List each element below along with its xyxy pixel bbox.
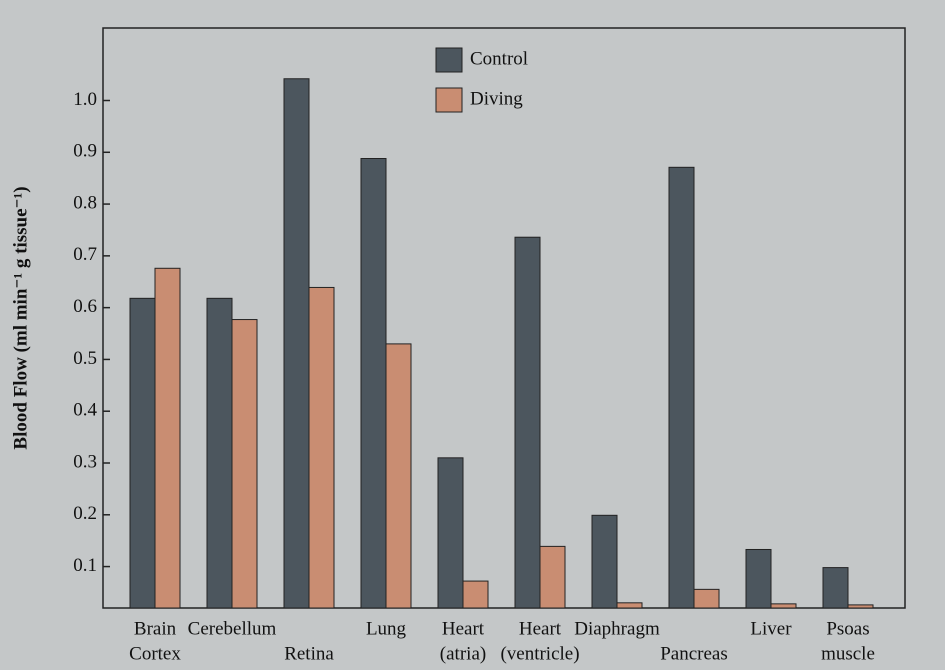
legend-label: Diving: [470, 88, 523, 109]
bar: [539, 545, 566, 609]
x-tick-label: Retina: [284, 643, 334, 664]
x-tick-label: Cerebellum: [188, 618, 277, 639]
plot-frame: [102, 27, 906, 609]
legend-label: Control: [470, 48, 528, 69]
bar: [231, 319, 258, 609]
legend-swatch: [435, 47, 463, 73]
y-tick-label: 0.4: [73, 400, 97, 421]
bar: [668, 166, 695, 609]
y-tick-label: 0.3: [73, 451, 97, 472]
x-tick-label: Cortex: [129, 643, 181, 664]
bar: [308, 286, 335, 609]
bar: [283, 78, 310, 609]
x-tick-label: Diaphragm: [574, 618, 660, 639]
bar: [616, 602, 643, 609]
x-tick-label: Heart: [519, 618, 562, 639]
x-tick-label: Pancreas: [660, 643, 728, 664]
bar: [360, 158, 387, 609]
bar: [770, 603, 797, 609]
x-tick-label: Psoas: [826, 618, 869, 639]
bar: [847, 604, 874, 609]
legend-swatch: [435, 87, 463, 113]
x-tick-label: (ventricle): [500, 643, 579, 664]
bar: [154, 267, 181, 609]
x-tick-label: (atria): [440, 643, 486, 664]
x-tick-label: muscle: [821, 643, 875, 664]
y-tick-label: 0.6: [73, 296, 97, 317]
y-tick-label: 0.1: [73, 555, 97, 576]
y-tick-label: 0.5: [73, 348, 97, 369]
x-tick-label: Liver: [750, 618, 792, 639]
bar: [822, 567, 849, 609]
y-axis-label: Blood Flow (ml min⁻¹ g tissue⁻¹): [10, 186, 31, 449]
bar: [437, 457, 464, 609]
x-tick-label: Brain: [134, 618, 177, 639]
bar: [514, 236, 541, 609]
bar: [206, 297, 233, 609]
x-tick-label: Lung: [366, 618, 407, 639]
x-tick-label: Heart: [442, 618, 485, 639]
y-tick-label: 0.9: [73, 141, 97, 162]
bar: [745, 548, 772, 609]
bar: [385, 343, 412, 609]
y-tick-label: 0.7: [73, 244, 97, 265]
bar: [462, 580, 489, 609]
bar: [693, 588, 720, 609]
y-tick-label: 0.2: [73, 503, 97, 524]
y-tick-label: 1.0: [73, 89, 97, 110]
bar: [129, 297, 156, 609]
y-tick-label: 0.8: [73, 192, 97, 213]
bar: [591, 514, 618, 609]
